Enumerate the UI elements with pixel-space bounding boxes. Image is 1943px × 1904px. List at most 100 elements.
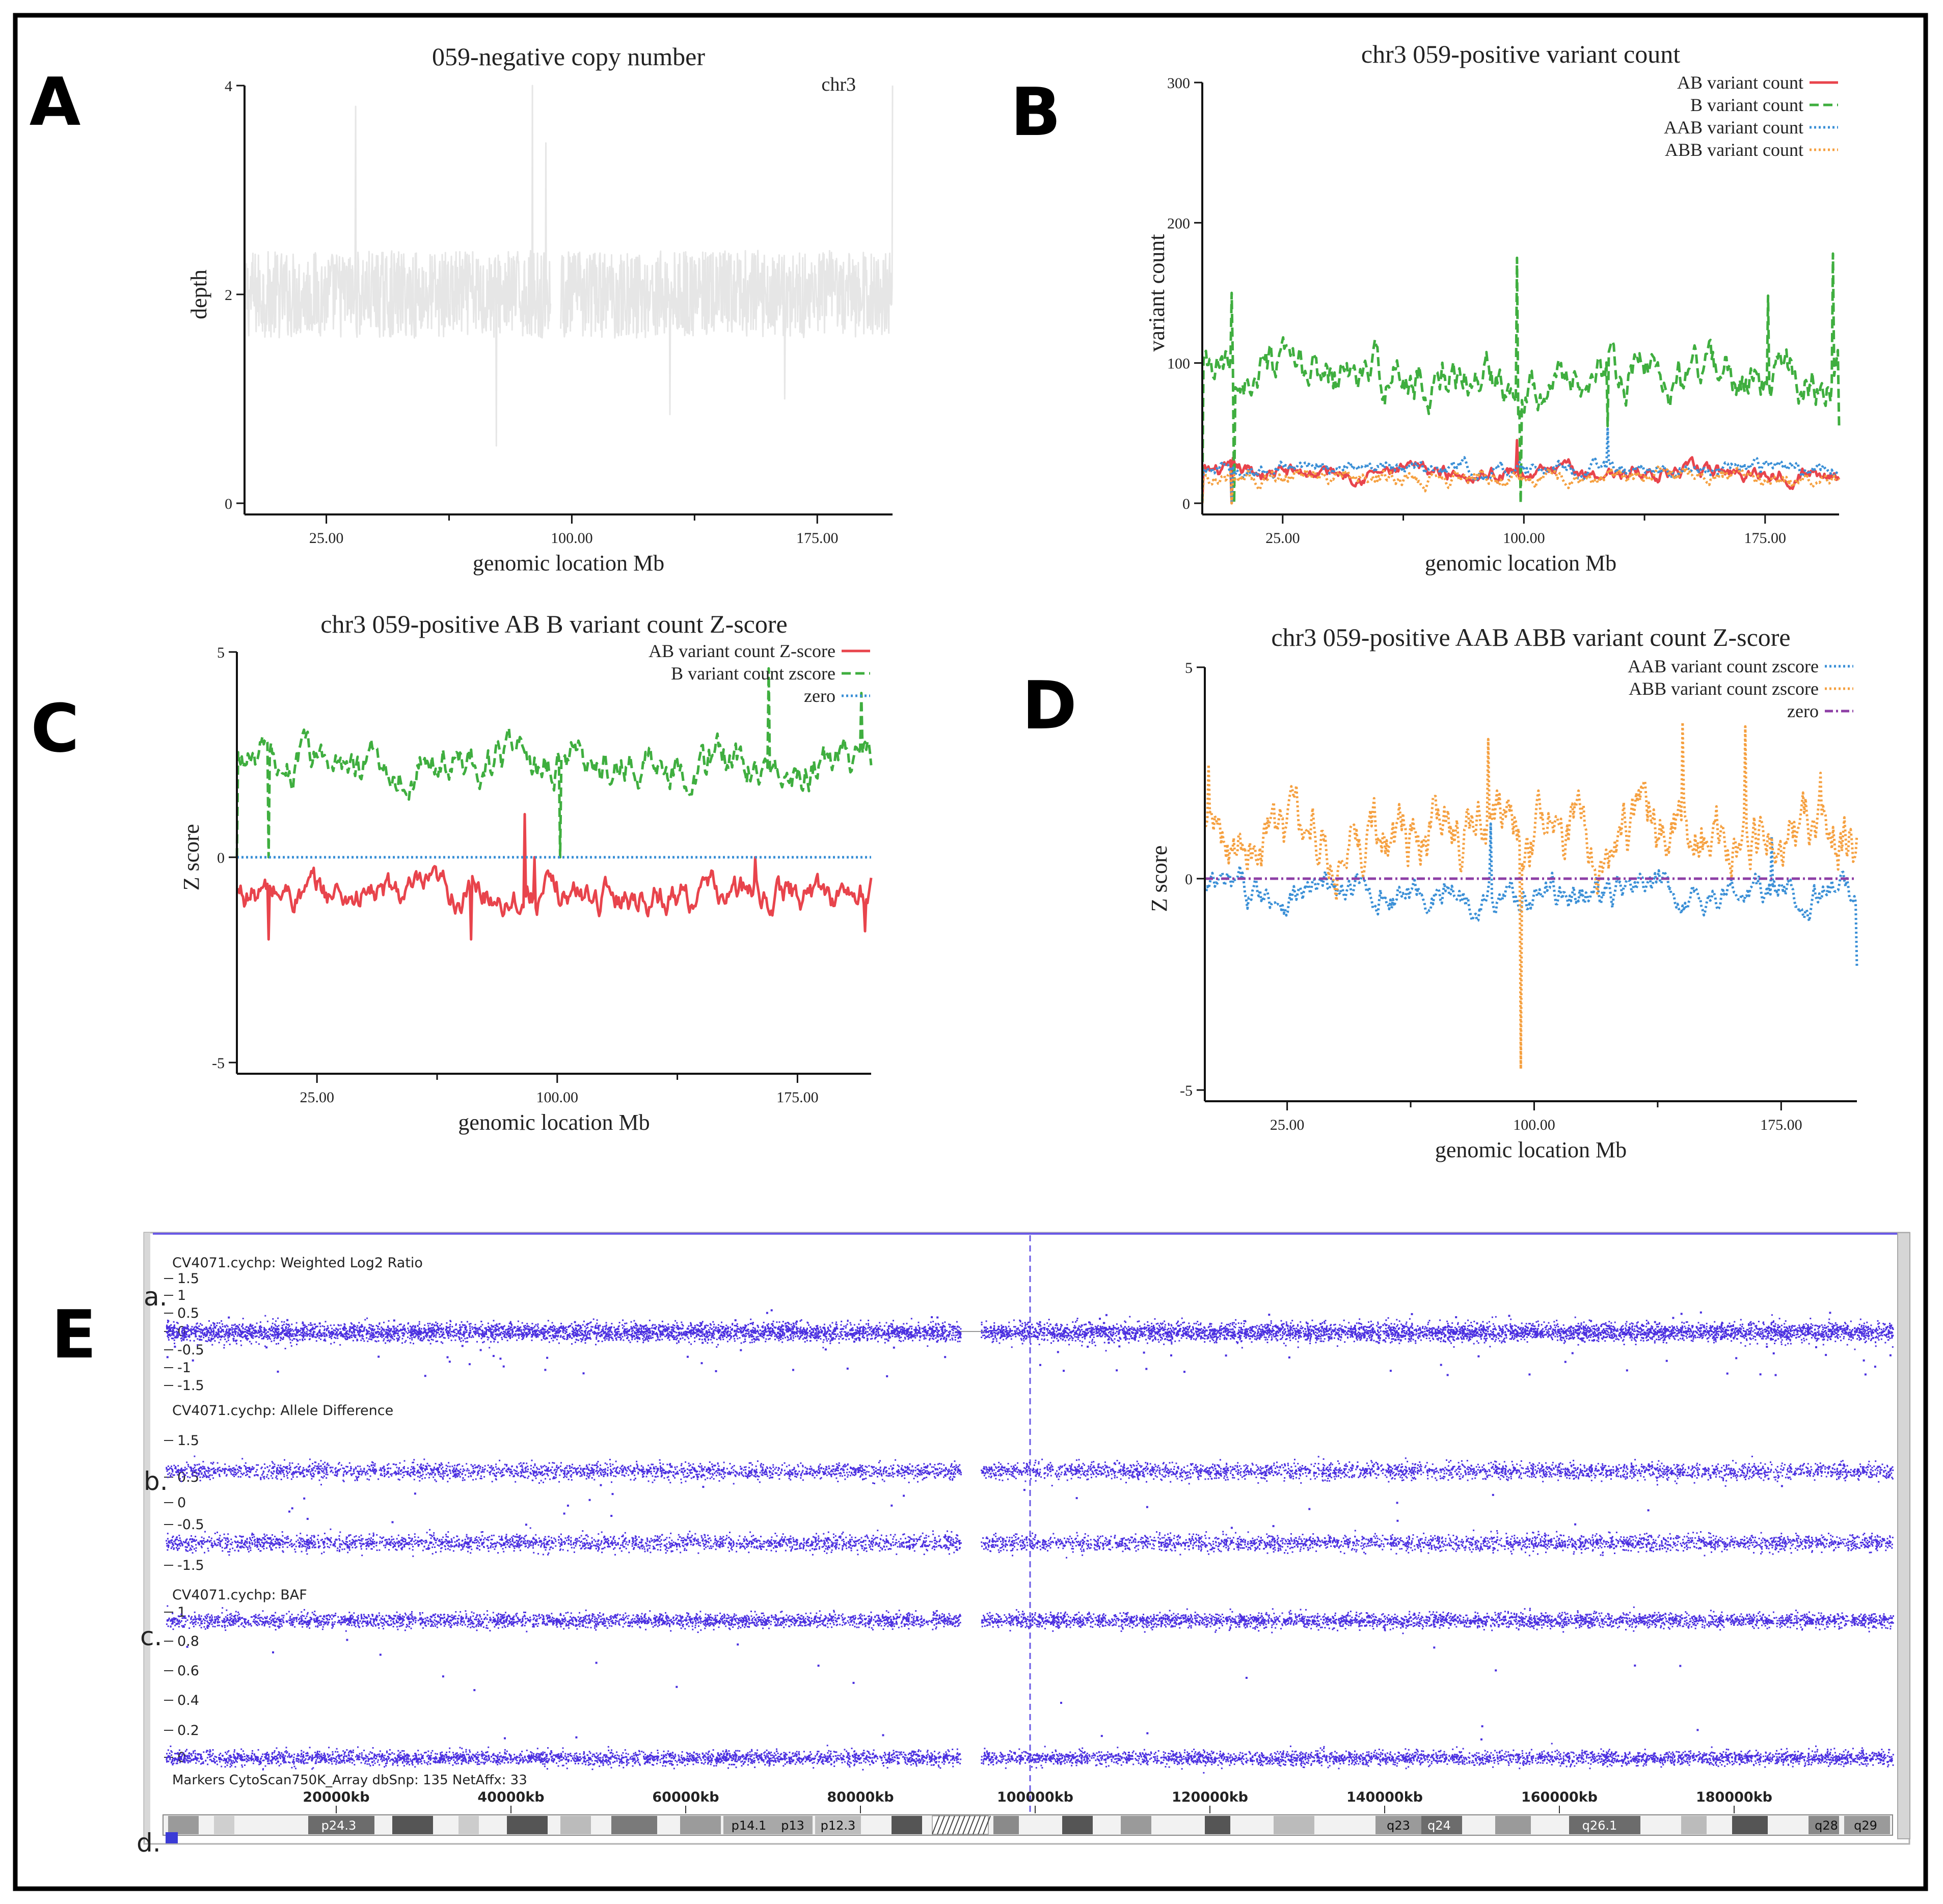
chromosome-ideogram: d. p24.3 p14.1 p13 p12.3 q23 q24 q26.1 q28 q29 (137, 1814, 1893, 1858)
kb-axis: Markers CytoScan750K_Array dbSnp: 135 Ne… (172, 1773, 1772, 1813)
y-tick-label: 0 (217, 850, 225, 866)
series-line-ab-variant-count-z-score (236, 812, 873, 941)
x-tick-label: 100.00 (551, 530, 593, 547)
ideogram-band (1121, 1816, 1151, 1834)
ideogram-band (560, 1816, 591, 1834)
track-y-tick-label: 0 (177, 1495, 186, 1511)
x-axis-label: genomic location Mb (1435, 1137, 1627, 1162)
band-label: q23 (1387, 1818, 1410, 1833)
x-axis-label: genomic location Mb (473, 551, 664, 576)
track-y-tick-label: 0.5 (177, 1305, 199, 1321)
y-tick-label: 4 (225, 78, 232, 95)
track-y-tick-label: -1.5 (177, 1558, 204, 1573)
band-label: q26.1 (1582, 1818, 1617, 1833)
track-label: c. (140, 1622, 162, 1651)
ideogram-band (774, 1816, 813, 1834)
kb-tick-label: 160000kb (1521, 1789, 1598, 1805)
ideogram-band (392, 1816, 433, 1834)
ideogram-band (611, 1816, 657, 1834)
ideogram-band (993, 1816, 1019, 1834)
band-label: p13 (781, 1818, 804, 1833)
x-tick-label: 175.00 (796, 530, 839, 547)
track-label: b. (144, 1466, 168, 1496)
legend-entry-label: AB variant count Z-score (649, 641, 835, 661)
x-tick-label: 175.00 (1760, 1117, 1802, 1133)
track-y-tick-label: 1 (177, 1288, 186, 1303)
right-scrollbar[interactable] (1897, 1232, 1910, 1839)
allele-difference-lower-points (166, 1527, 1894, 1559)
ideogram-selector[interactable] (166, 1832, 178, 1843)
x-tick-label: 175.00 (1744, 530, 1787, 547)
legend-entry-label: AAB variant count (1664, 117, 1803, 138)
legend-entry-label: B variant count zscore (671, 663, 835, 684)
x-tick-label: 175.00 (776, 1089, 819, 1106)
ideogram-band (507, 1816, 548, 1834)
ideogram-band (168, 1816, 199, 1834)
ideogram-band (1274, 1816, 1314, 1834)
track-y-tick-label: 0.6 (177, 1663, 199, 1679)
ideogram-band (892, 1816, 922, 1834)
x-tick-label: 25.00 (1270, 1117, 1305, 1133)
band-label: p24.3 (321, 1818, 357, 1833)
log2-ratio-points (166, 1314, 1894, 1352)
panel-e-tracks: CV4071.cychp: Weighted Log2 Ratioa.1.510… (137, 1255, 1894, 1858)
legend-entry-label: ABB variant count (1665, 140, 1803, 160)
ideogram-band (1375, 1816, 1421, 1834)
outlier-points (166, 1309, 1892, 1377)
band-label: p14.1 (732, 1818, 767, 1833)
ideogram-band (458, 1816, 479, 1834)
ideogram-band (723, 1816, 774, 1834)
chart-title: chr3 059-positive variant count (1361, 40, 1680, 68)
kb-tick-label: 80000kb (827, 1789, 894, 1805)
ideogram-band (1732, 1816, 1768, 1834)
track-y-tick-label: 0.2 (177, 1723, 199, 1738)
kb-tick-label: 40000kb (477, 1789, 544, 1805)
ideogram-band (1062, 1816, 1093, 1834)
left-scrollbar[interactable] (144, 1233, 150, 1839)
x-axis-label: genomic location Mb (458, 1110, 650, 1135)
track-y-tick-label: -1.5 (177, 1378, 204, 1394)
panel-letter-b: B (1010, 73, 1061, 151)
panel-a-chart: 059-negative copy number 0 2 4 25.00 100.00 17… (186, 42, 894, 576)
x-tick-label: 25.00 (300, 1089, 334, 1106)
kb-tick-label: 20000kb (303, 1789, 369, 1805)
panel-c-chart: chr3 059-positive AB B variant count Z-s… (179, 610, 873, 1135)
track-y-tick-label: -0.5 (177, 1342, 204, 1358)
legend-entry-label: AB variant count (1677, 72, 1803, 93)
legend-entry-label: zero (1787, 701, 1819, 721)
y-tick-label: 100 (1167, 356, 1190, 372)
outlier-points (186, 1639, 1699, 1740)
y-tick-label: 5 (217, 644, 225, 661)
panel-letter-a: A (30, 63, 81, 141)
series-label: chr3 (821, 74, 856, 95)
track-y-tick-label: -1 (177, 1360, 191, 1376)
ideogram-band (680, 1816, 721, 1834)
ideogram-band (1569, 1816, 1640, 1834)
ideogram-band (1809, 1816, 1839, 1834)
baf-lower-points (166, 1743, 1894, 1774)
y-tick-label: 2 (225, 287, 232, 304)
series-line-b-variant-count (1201, 252, 1841, 505)
track-allele-difference: CV4071.cychp: Allele Differenceb.1.50.50… (144, 1403, 1894, 1573)
track-title: CV4071.cychp: BAF (172, 1587, 307, 1603)
ideogram-band (308, 1816, 374, 1834)
x-tick-label: 25.00 (1265, 530, 1300, 547)
y-axis-label: variant count (1144, 234, 1169, 352)
kb-tick-label: 180000kb (1696, 1789, 1772, 1805)
panel-d-chart: chr3 059-positive AAB ABB variant count … (1147, 623, 1858, 1162)
y-tick-label: 200 (1167, 215, 1190, 232)
ideogram-band (1421, 1816, 1462, 1834)
allele-difference-upper-points (166, 1455, 1894, 1487)
series-line-abb-variant-count (1201, 464, 1840, 505)
series-line-chr3 (244, 85, 894, 447)
y-tick-label: 0 (1185, 871, 1193, 888)
legend-entry-label: B variant count (1690, 95, 1803, 115)
chart-panels: 059-negative copy number 0 2 4 25.00 100.00 17… (179, 40, 1858, 1162)
band-label: p12.3 (821, 1818, 856, 1833)
ideogram-band (1205, 1816, 1230, 1834)
y-tick-label: -5 (1180, 1082, 1193, 1099)
track-title: CV4071.cychp: Weighted Log2 Ratio (172, 1255, 423, 1271)
